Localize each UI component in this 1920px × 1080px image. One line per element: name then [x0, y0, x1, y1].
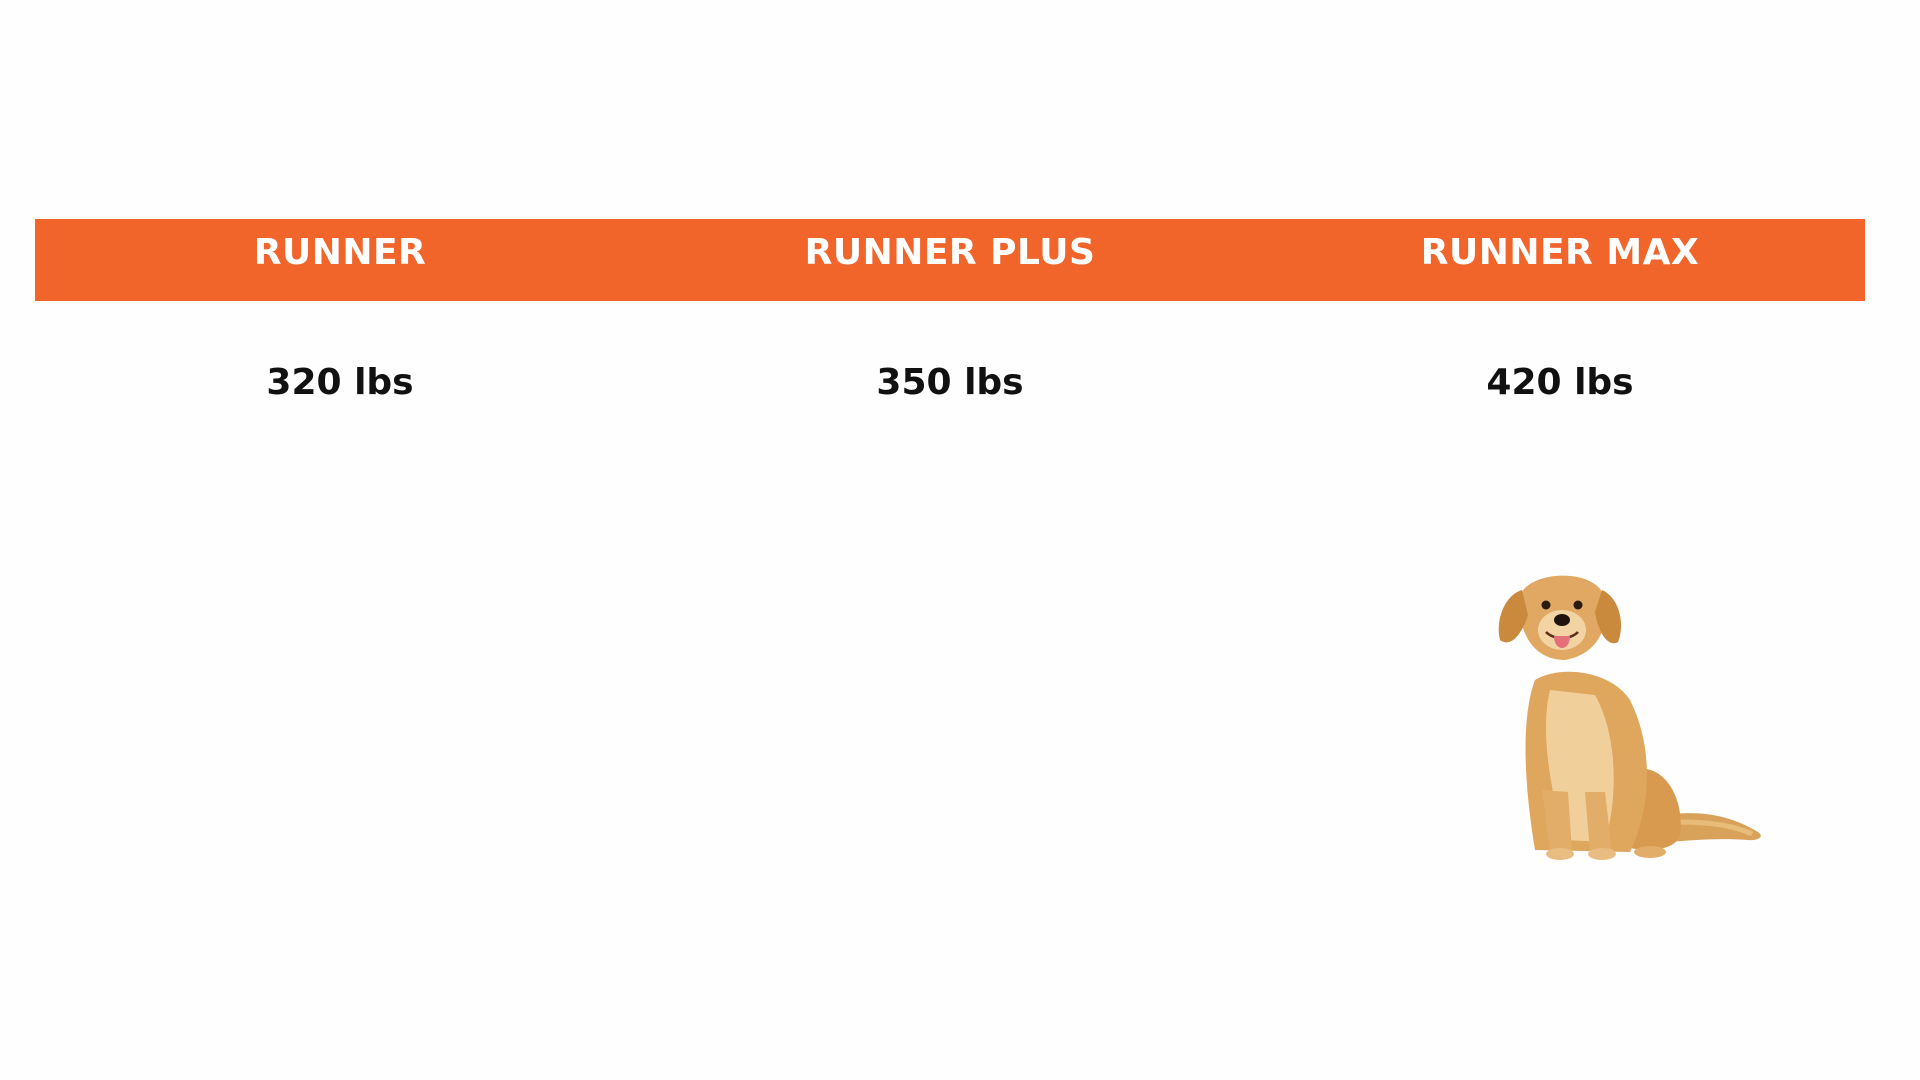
golden-retriever-dog-icon [1498, 575, 1761, 860]
dog-front-leg-right [1585, 792, 1612, 852]
dog-ear-right [1595, 590, 1622, 644]
value-runner-max: 420 lbs [1486, 361, 1634, 403]
model-header-band: RUNNER RUNNER PLUS RUNNER MAX [35, 219, 1865, 301]
value-runner: 320 lbs [266, 361, 414, 403]
dog-tongue [1554, 636, 1570, 648]
capacity-values-row: 320 lbs 350 lbs 420 lbs [35, 352, 1865, 412]
dog-front-leg-left [1542, 790, 1572, 852]
header-runner: RUNNER [253, 231, 427, 273]
dog-ear-left [1498, 590, 1528, 643]
value-runner-plus: 350 lbs [876, 361, 1024, 403]
header-runner-plus: RUNNER PLUS [804, 231, 1096, 273]
header-runner-max: RUNNER MAX [1420, 231, 1700, 273]
